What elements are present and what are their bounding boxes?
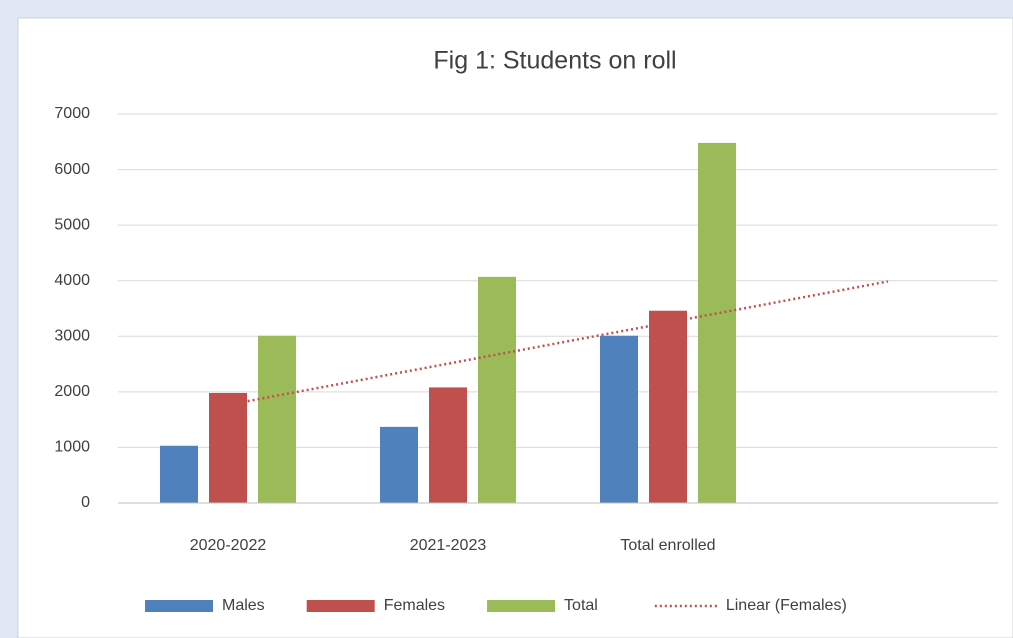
legend-label: Total: [564, 597, 598, 614]
bar: [380, 426, 418, 503]
x-tick-label: 2021-2023: [410, 537, 487, 554]
x-tick-label: 2020-2022: [190, 537, 267, 554]
y-tick-label: 6000: [54, 161, 90, 178]
y-tick-label: 0: [81, 494, 90, 511]
y-tick-label: 2000: [54, 383, 90, 400]
legend-label: Females: [384, 597, 445, 614]
y-tick-label: 5000: [54, 216, 90, 233]
legend-label: Males: [222, 597, 265, 614]
legend-label: Linear (Females): [726, 597, 847, 614]
bar: [160, 445, 198, 503]
bar: [258, 335, 296, 503]
y-tick-label: 1000: [54, 439, 90, 456]
trendline: [227, 280, 889, 407]
y-tick-label: 7000: [54, 105, 90, 122]
bar: [209, 392, 247, 503]
y-tick-label: 3000: [54, 328, 90, 345]
bar: [649, 310, 687, 503]
legend-swatch: [487, 600, 556, 612]
bar: [698, 142, 736, 503]
x-tick-label: Total enrolled: [620, 537, 715, 554]
y-tick-label: 4000: [54, 272, 90, 289]
legend-swatch: [306, 600, 375, 612]
bar: [600, 335, 638, 503]
legend-swatch: [145, 600, 213, 612]
bar: [429, 387, 467, 503]
chart-title: Fig 1: Students on roll: [433, 47, 676, 75]
bar: [478, 276, 516, 503]
